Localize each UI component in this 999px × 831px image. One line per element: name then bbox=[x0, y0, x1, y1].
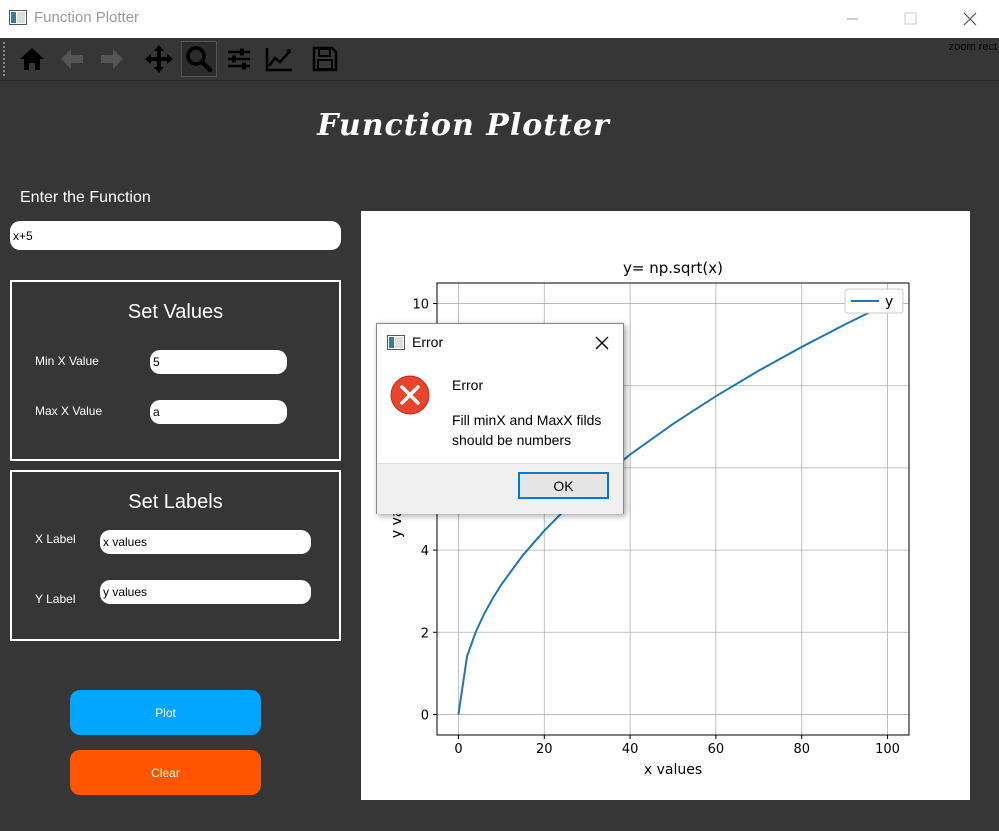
error-dialog: Error Error Fill minX and MaxX filds sho… bbox=[376, 323, 624, 514]
legend-label: y bbox=[885, 294, 893, 310]
home-icon bbox=[20, 48, 44, 70]
pan-move-icon bbox=[145, 45, 173, 73]
dialog-title: Error bbox=[412, 334, 444, 350]
app-icon bbox=[9, 10, 27, 25]
x-tick-label: 80 bbox=[793, 742, 810, 757]
save-floppy-icon bbox=[312, 46, 338, 72]
set-labels-group: Set Labels X Label x values Y Label y va… bbox=[10, 470, 341, 641]
y-label-input[interactable]: y values bbox=[100, 580, 311, 604]
y-tick-label: 10 bbox=[412, 298, 429, 313]
forward-button[interactable] bbox=[94, 41, 130, 77]
zoom-magnifier-icon bbox=[186, 46, 213, 73]
close-icon bbox=[595, 336, 609, 350]
edit-axes-icon bbox=[265, 48, 292, 72]
x-axis-label: x values bbox=[644, 762, 702, 778]
x-tick-label: 60 bbox=[708, 742, 725, 757]
minimize-icon bbox=[847, 18, 858, 20]
min-x-label: Min X Value bbox=[35, 354, 99, 368]
dialog-heading: Error bbox=[452, 377, 484, 393]
edit-axes-button[interactable] bbox=[261, 41, 297, 77]
y-tick-label: 4 bbox=[421, 544, 429, 559]
back-button[interactable] bbox=[54, 41, 90, 77]
close-button[interactable] bbox=[946, 0, 992, 38]
y-tick-label: 2 bbox=[421, 626, 429, 641]
x-label-input[interactable]: x values bbox=[100, 530, 311, 554]
chart-title: y= np.sqrt(x) bbox=[623, 259, 723, 277]
dialog-close-button[interactable] bbox=[589, 330, 615, 356]
x-tick-label: 100 bbox=[875, 742, 900, 757]
forward-arrow-icon bbox=[101, 49, 123, 69]
back-arrow-icon bbox=[61, 49, 83, 69]
toolbar-grip[interactable] bbox=[3, 42, 7, 76]
function-input[interactable]: x+5 bbox=[10, 221, 341, 250]
set-values-group: Set Values Min X Value 5 Max X Value a bbox=[10, 280, 341, 461]
x-tick-label: 0 bbox=[454, 742, 462, 757]
x-label-label: X Label bbox=[35, 532, 76, 546]
error-icon bbox=[390, 375, 430, 415]
y-tick-label: 0 bbox=[421, 708, 429, 723]
min-x-input[interactable]: 5 bbox=[150, 350, 287, 374]
minimize-button[interactable] bbox=[829, 0, 875, 38]
window-titlebar: Function Plotter bbox=[0, 0, 999, 38]
set-labels-title: Set Labels bbox=[128, 491, 223, 513]
maximize-button[interactable] bbox=[887, 0, 933, 38]
navigation-toolbar: zoom rect bbox=[0, 38, 999, 81]
pan-button[interactable] bbox=[141, 41, 177, 77]
function-label: Enter the Function bbox=[20, 189, 151, 206]
maximize-icon bbox=[904, 12, 917, 25]
ok-button[interactable]: OK bbox=[518, 472, 609, 499]
y-label-label: Y Label bbox=[35, 592, 76, 606]
home-button[interactable] bbox=[14, 41, 50, 77]
close-icon bbox=[963, 12, 977, 26]
window-title: Function Plotter bbox=[34, 9, 140, 26]
plot-button[interactable]: Plot bbox=[70, 690, 261, 735]
toolbar-status: zoom rect bbox=[948, 41, 997, 53]
x-tick-label: 20 bbox=[536, 742, 553, 757]
x-tick-label: 40 bbox=[622, 742, 639, 757]
set-values-title: Set Values bbox=[127, 301, 224, 323]
clear-button[interactable]: Clear bbox=[70, 750, 261, 795]
app-heading: Function Plotter bbox=[317, 108, 610, 143]
dialog-message: Fill minX and MaxX filds should be numbe… bbox=[452, 412, 602, 448]
zoom-button[interactable] bbox=[181, 41, 217, 77]
subplots-config-icon bbox=[228, 48, 250, 70]
max-x-input[interactable]: a bbox=[150, 400, 287, 424]
dialog-app-icon bbox=[387, 335, 405, 350]
save-button[interactable] bbox=[307, 41, 343, 77]
max-x-label: Max X Value bbox=[35, 404, 103, 418]
subplots-button[interactable] bbox=[221, 41, 257, 77]
